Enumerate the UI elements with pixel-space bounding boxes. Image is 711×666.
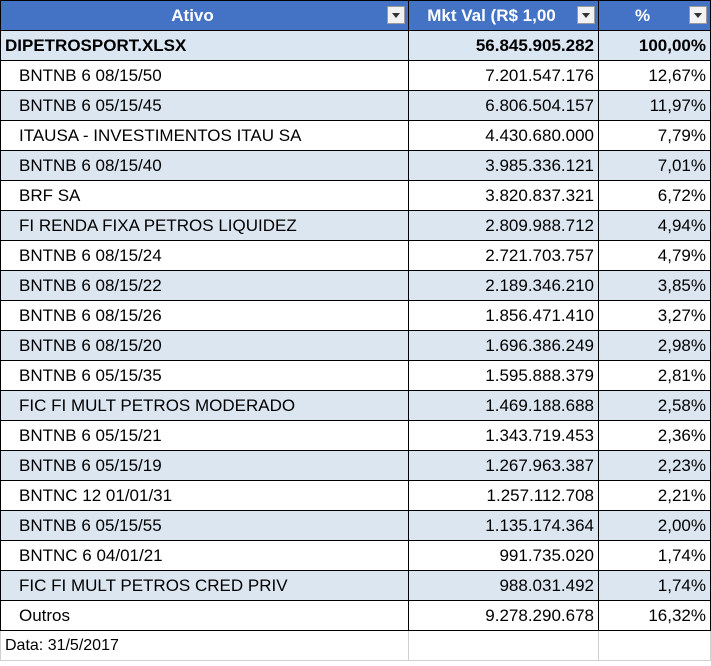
mkt-val-cell[interactable]: 4.430.680.000 [408,120,599,151]
column-header-ativo-label: Ativo [171,5,214,25]
asset-name-cell[interactable]: BNTNB 6 08/15/26 [0,300,409,331]
mkt-val-cell[interactable]: 9.278.290.678 [408,600,599,631]
table-row[interactable]: BNTNB 6 05/15/35 1.595.888.379 2,81% [0,360,711,391]
mkt-val-cell[interactable]: 3.820.837.321 [408,180,599,211]
table-row[interactable]: BNTNB 6 08/15/26 1.856.471.410 3,27% [0,300,711,331]
table-row[interactable]: Outros 9.278.290.678 16,32% [0,600,711,631]
percent-cell[interactable]: 2,00% [598,510,711,541]
percent-cell[interactable]: 12,67% [598,60,711,91]
asset-name-cell[interactable]: BNTNB 6 05/15/19 [0,450,409,481]
total-pct-cell[interactable]: 100,00% [598,30,711,61]
table-row[interactable]: BNTNC 12 01/01/31 1.257.112.708 2,21% [0,480,711,511]
mkt-val-cell[interactable]: 991.735.020 [408,540,599,571]
percent-cell[interactable]: 2,21% [598,480,711,511]
footer-row: Data: 31/5/2017 [0,630,711,661]
percent-cell[interactable]: 16,32% [598,600,711,631]
asset-name-cell[interactable]: FIC FI MULT PETROS CRED PRIV [0,570,409,601]
asset-name-cell[interactable]: BNTNB 6 05/15/55 [0,510,409,541]
table-row[interactable]: BNTNB 6 05/15/55 1.135.174.364 2,00% [0,510,711,541]
table-row[interactable]: ITAUSA - INVESTIMENTOS ITAU SA 4.430.680.… [0,120,711,151]
mkt-val-cell[interactable]: 6.806.504.157 [408,90,599,121]
filter-dropdown-icon[interactable] [689,6,707,24]
percent-cell[interactable]: 7,79% [598,120,711,151]
asset-name-cell[interactable]: BNTNB 6 05/15/35 [0,360,409,391]
mkt-val-cell[interactable]: 3.985.336.121 [408,150,599,181]
asset-name-cell[interactable]: BNTNC 6 04/01/21 [0,540,409,571]
mkt-val-cell[interactable]: 1.595.888.379 [408,360,599,391]
column-header-percent-label: % [634,5,651,25]
table-row[interactable]: BNTNB 6 08/15/40 3.985.336.121 7,01% [0,150,711,181]
column-header-mkt-val-label: Mkt Val (R$ 1,00 [427,5,556,25]
total-name-cell[interactable]: DIPETROSPORT.XLSX [0,30,409,61]
filter-dropdown-icon[interactable] [387,6,405,24]
asset-name-cell[interactable]: BNTNB 6 05/15/21 [0,420,409,451]
table-row[interactable]: BNTNB 6 05/15/21 1.343.719.453 2,36% [0,420,711,451]
mkt-val-cell[interactable]: 988.031.492 [408,570,599,601]
mkt-val-cell[interactable]: 2.721.703.757 [408,240,599,271]
total-row[interactable]: DIPETROSPORT.XLSX 56.845.905.282 100,00% [0,30,711,61]
asset-name-cell[interactable]: FIC FI MULT PETROS MODERADO [0,390,409,421]
percent-cell[interactable]: 2,81% [598,360,711,391]
mkt-val-cell[interactable]: 7.201.547.176 [408,60,599,91]
percent-cell[interactable]: 2,36% [598,420,711,451]
mkt-val-cell[interactable]: 1.343.719.453 [408,420,599,451]
asset-name-cell[interactable]: BRF SA [0,180,409,211]
percent-cell[interactable]: 2,98% [598,330,711,361]
table-row[interactable]: FIC FI MULT PETROS CRED PRIV 988.031.492 1… [0,570,711,601]
asset-name-cell[interactable]: BNTNB 6 08/15/50 [0,60,409,91]
percent-cell[interactable]: 6,72% [598,180,711,211]
asset-name-cell[interactable]: BNTNB 6 08/15/20 [0,330,409,361]
table-row[interactable]: BNTNB 6 08/15/50 7.201.547.176 12,67% [0,60,711,91]
percent-cell[interactable]: 2,58% [598,390,711,421]
mkt-val-cell[interactable]: 1.696.386.249 [408,330,599,361]
empty-cell[interactable] [598,630,711,661]
asset-name-cell[interactable]: BNTNC 12 01/01/31 [0,480,409,511]
asset-name-cell[interactable]: BNTNB 6 05/15/45 [0,90,409,121]
asset-name-cell[interactable]: Outros [0,600,409,631]
table-row[interactable]: BNTNB 6 05/15/45 6.806.504.157 11,97% [0,90,711,121]
header-row: Ativo Mkt Val (R$ 1,00 % [0,0,711,31]
date-note[interactable]: Data: 31/5/2017 [0,630,409,661]
mkt-val-cell[interactable]: 1.856.471.410 [408,300,599,331]
percent-cell[interactable]: 4,94% [598,210,711,241]
total-mkt-cell[interactable]: 56.845.905.282 [408,30,599,61]
filter-dropdown-icon[interactable] [577,6,595,24]
mkt-val-cell[interactable]: 2.809.988.712 [408,210,599,241]
table-row[interactable]: FIC FI MULT PETROS MODERADO 1.469.188.688… [0,390,711,421]
table-row[interactable]: BNTNB 6 08/15/22 2.189.346.210 3,85% [0,270,711,301]
table-row[interactable]: BNTNB 6 05/15/19 1.267.963.387 2,23% [0,450,711,481]
column-header-ativo[interactable]: Ativo [0,0,409,31]
percent-cell[interactable]: 7,01% [598,150,711,181]
percent-cell[interactable]: 2,23% [598,450,711,481]
asset-name-cell[interactable]: BNTNB 6 08/15/22 [0,270,409,301]
table-row[interactable]: BNTNB 6 08/15/24 2.721.703.757 4,79% [0,240,711,271]
percent-cell[interactable]: 3,27% [598,300,711,331]
table-row[interactable]: BNTNC 6 04/01/21 991.735.020 1,74% [0,540,711,571]
asset-name-cell[interactable]: BNTNB 6 08/15/24 [0,240,409,271]
table-row[interactable]: FI RENDA FIXA PETROS LIQUIDEZ 2.809.988.7… [0,210,711,241]
percent-cell[interactable]: 3,85% [598,270,711,301]
asset-name-cell[interactable]: BNTNB 6 08/15/40 [0,150,409,181]
mkt-val-cell[interactable]: 1.469.188.688 [408,390,599,421]
asset-name-cell[interactable]: ITAUSA - INVESTIMENTOS ITAU SA [0,120,409,151]
percent-cell[interactable]: 1,74% [598,540,711,571]
mkt-val-cell[interactable]: 1.135.174.364 [408,510,599,541]
mkt-val-cell[interactable]: 2.189.346.210 [408,270,599,301]
table-row[interactable]: BNTNB 6 08/15/20 1.696.386.249 2,98% [0,330,711,361]
percent-cell[interactable]: 4,79% [598,240,711,271]
column-header-percent[interactable]: % [598,0,711,31]
column-header-mkt-val[interactable]: Mkt Val (R$ 1,00 [408,0,599,31]
empty-cell[interactable] [408,630,599,661]
asset-name-cell[interactable]: FI RENDA FIXA PETROS LIQUIDEZ [0,210,409,241]
percent-cell[interactable]: 11,97% [598,90,711,121]
table-row[interactable]: BRF SA 3.820.837.321 6,72% [0,180,711,211]
percent-cell[interactable]: 1,74% [598,570,711,601]
mkt-val-cell[interactable]: 1.257.112.708 [408,480,599,511]
mkt-val-cell[interactable]: 1.267.963.387 [408,450,599,481]
